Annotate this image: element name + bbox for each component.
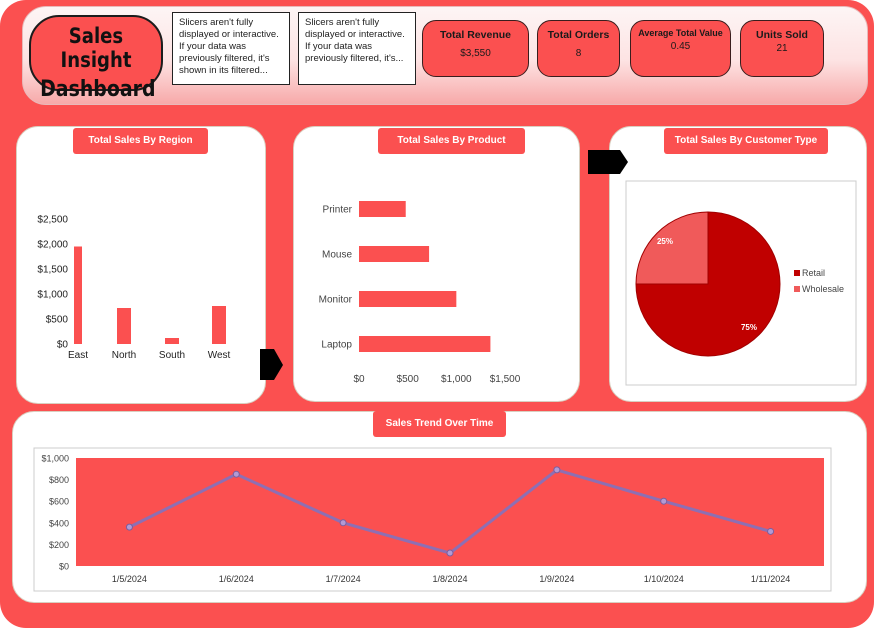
data-label: 75% bbox=[741, 323, 757, 332]
x-tick-label: $500 bbox=[397, 374, 420, 385]
chart-title-customer-type: Total Sales By Customer Type bbox=[664, 128, 828, 154]
kpi-total-revenue: Total Revenue $3,550 bbox=[422, 20, 529, 77]
product-bar-chart: Laptop Monitor Mouse Printer $0 $500 $1,000 $1,… bbox=[319, 201, 521, 385]
slicer-placeholder-2[interactable]: Slicers aren't fully displayed or intera… bbox=[298, 12, 416, 85]
y-tick-label: $0 bbox=[57, 340, 69, 351]
x-tick-label: 1/8/2024 bbox=[432, 574, 467, 584]
data-point bbox=[446, 549, 454, 557]
y-tick-label: $400 bbox=[49, 518, 69, 528]
y-tick-label: $600 bbox=[49, 497, 69, 507]
arrow-right-icon bbox=[260, 349, 283, 380]
data-point bbox=[339, 519, 347, 527]
chart-title-trend: Sales Trend Over Time bbox=[373, 411, 506, 437]
x-tick-label: North bbox=[112, 350, 136, 361]
kpi-title: Total Revenue bbox=[440, 29, 511, 41]
y-tick-label: $200 bbox=[49, 540, 69, 550]
data-point bbox=[660, 497, 668, 505]
bar bbox=[359, 291, 457, 307]
x-tick-label: $0 bbox=[353, 374, 365, 385]
y-tick-label: $1,000 bbox=[41, 454, 69, 464]
legend-swatch bbox=[794, 270, 800, 276]
pie-slice bbox=[635, 211, 709, 285]
chart-title-product: Total Sales By Product bbox=[378, 128, 525, 154]
customer-type-pie-chart: 75% 25% Retail Wholesale bbox=[625, 180, 857, 386]
data-point bbox=[125, 523, 133, 531]
kpi-value: 0.45 bbox=[670, 41, 691, 52]
x-tick-label: West bbox=[208, 350, 231, 361]
title-line-1: Sales Insight bbox=[60, 24, 132, 72]
kpi-value: 21 bbox=[776, 43, 788, 54]
kpi-total-orders: Total Orders 8 bbox=[537, 20, 620, 77]
y-tick-label: $500 bbox=[46, 315, 69, 326]
y-tick-label: $1,000 bbox=[37, 290, 68, 301]
x-tick-label: $1,000 bbox=[441, 374, 472, 385]
data-label: 25% bbox=[657, 237, 673, 246]
kpi-title: Average Total Value bbox=[638, 28, 723, 38]
x-tick-label: 1/10/2024 bbox=[644, 574, 684, 584]
card-sales-by-region bbox=[16, 126, 266, 404]
card-sales-by-product bbox=[293, 126, 580, 402]
bar bbox=[74, 246, 82, 344]
bar bbox=[359, 336, 491, 352]
x-tick-label: 1/5/2024 bbox=[112, 574, 147, 584]
x-tick-label: $1,500 bbox=[490, 374, 521, 385]
data-point bbox=[767, 527, 775, 535]
kpi-value: $3,550 bbox=[460, 48, 491, 59]
data-point bbox=[553, 466, 561, 474]
x-tick-label: East bbox=[68, 350, 88, 361]
title-line-2: Dashboard bbox=[40, 77, 156, 102]
data-point bbox=[232, 470, 240, 478]
kpi-units-sold: Units Sold 21 bbox=[740, 20, 824, 77]
bar bbox=[359, 201, 406, 217]
kpi-average-total-value: Average Total Value 0.45 bbox=[630, 20, 731, 77]
kpi-title: Total Orders bbox=[547, 29, 610, 41]
region-bar-chart: $0 $500 $1,000 $1,500 $2,000 $2,500 East North S… bbox=[37, 215, 231, 362]
y-tick-label: $800 bbox=[49, 475, 69, 485]
y-tick-label: Monitor bbox=[319, 295, 353, 306]
x-tick-label: 1/7/2024 bbox=[326, 574, 361, 584]
y-tick-label: Laptop bbox=[321, 340, 352, 351]
bar bbox=[212, 306, 226, 344]
bar bbox=[359, 246, 430, 262]
y-tick-label: Mouse bbox=[322, 250, 352, 261]
y-tick-label: $1,500 bbox=[37, 265, 68, 276]
kpi-value: 8 bbox=[575, 48, 582, 59]
arrow-right-icon bbox=[588, 150, 628, 174]
x-tick-label: 1/11/2024 bbox=[751, 574, 790, 584]
y-tick-label: $0 bbox=[59, 562, 69, 572]
x-tick-label: 1/6/2024 bbox=[219, 574, 254, 584]
legend-label: Wholesale bbox=[802, 284, 844, 294]
y-tick-label: $2,500 bbox=[37, 215, 68, 226]
bar bbox=[165, 338, 179, 344]
kpi-title: Units Sold bbox=[756, 29, 808, 41]
x-tick-label: South bbox=[159, 350, 185, 361]
x-tick-label: 1/9/2024 bbox=[539, 574, 574, 584]
legend-swatch bbox=[794, 286, 800, 292]
sales-trend-line-chart: $0 $200 $400 $600 $800 $1,000 1/5/2024 1/6/2024… bbox=[33, 447, 832, 592]
legend-label: Retail bbox=[802, 268, 825, 278]
dashboard-title: Sales Insight Dashboard bbox=[29, 15, 163, 102]
chart-title-region: Total Sales By Region bbox=[73, 128, 208, 154]
slicer-placeholder-1[interactable]: Slicers aren't fully displayed or intera… bbox=[172, 12, 290, 85]
bar bbox=[117, 308, 131, 344]
y-tick-label: Printer bbox=[323, 205, 353, 216]
y-tick-label: $2,000 bbox=[37, 240, 68, 251]
